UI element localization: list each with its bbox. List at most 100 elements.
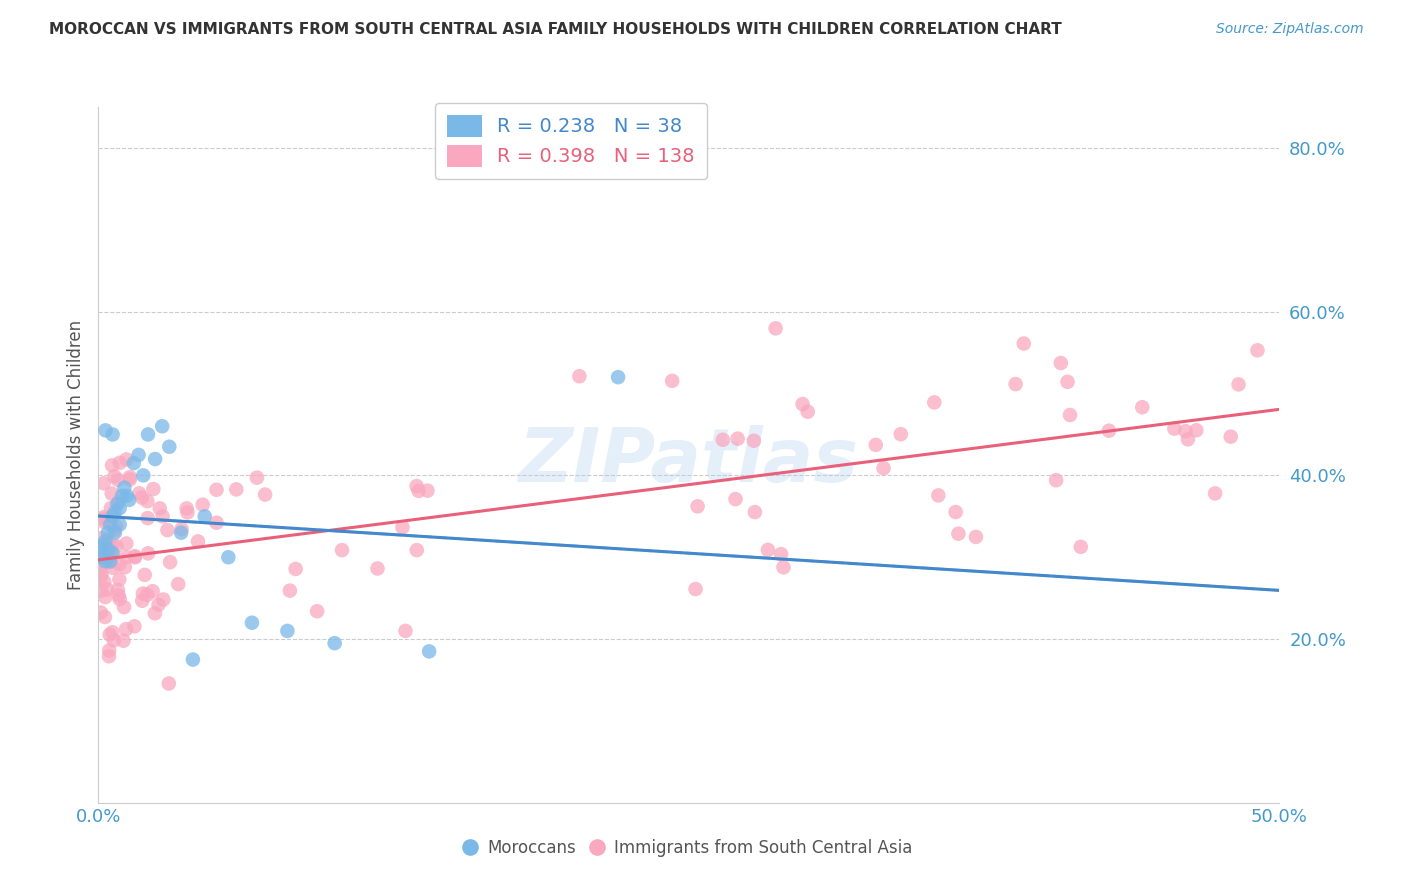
Point: [1163, 422, 1185, 436]
Point: [157, 676, 180, 690]
Text: Source: ZipAtlas.com: Source: ZipAtlas.com: [1216, 22, 1364, 37]
Point: [170, 522, 193, 536]
Point: [142, 482, 165, 496]
Point: [107, 495, 129, 509]
Point: [134, 567, 156, 582]
Point: [115, 550, 138, 565]
Point: [170, 525, 193, 540]
Point: [1049, 356, 1071, 370]
Point: [254, 487, 277, 501]
Point: [131, 491, 153, 505]
Point: [1185, 423, 1208, 437]
Point: [98, 627, 121, 641]
Point: [205, 483, 228, 497]
Point: [90, 583, 112, 598]
Point: [105, 539, 128, 553]
Point: [1012, 336, 1035, 351]
Point: [307, 604, 329, 618]
Point: [167, 577, 190, 591]
Point: [1004, 377, 1026, 392]
Point: [91, 553, 114, 567]
Point: [225, 483, 247, 497]
Point: [149, 501, 172, 516]
Point: [115, 622, 138, 636]
Point: [107, 582, 129, 597]
Point: [143, 452, 166, 467]
Point: [90, 549, 112, 563]
Text: MOROCCAN VS IMMIGRANTS FROM SOUTH CENTRAL ASIA FAMILY HOUSEHOLDS WITH CHILDREN C: MOROCCAN VS IMMIGRANTS FROM SOUTH CENTRA…: [49, 22, 1062, 37]
Point: [1174, 424, 1197, 438]
Point: [118, 472, 141, 486]
Point: [1130, 401, 1153, 415]
Point: [217, 550, 239, 565]
Point: [865, 438, 887, 452]
Point: [136, 511, 159, 525]
Point: [104, 524, 127, 538]
Point: [108, 573, 131, 587]
Point: [607, 370, 630, 384]
Point: [97, 555, 120, 569]
Point: [152, 592, 174, 607]
Point: [112, 633, 135, 648]
Point: [176, 505, 198, 519]
Point: [94, 554, 117, 568]
Point: [118, 492, 141, 507]
Point: [278, 583, 301, 598]
Point: [131, 594, 153, 608]
Point: [107, 473, 129, 487]
Point: [176, 501, 198, 516]
Point: [108, 501, 131, 516]
Point: [104, 505, 127, 519]
Point: [93, 476, 115, 491]
Point: [157, 440, 180, 454]
Point: [1227, 377, 1250, 392]
Point: [686, 500, 709, 514]
Point: [132, 586, 155, 600]
Point: [100, 555, 122, 569]
Point: [112, 481, 135, 495]
Point: [143, 607, 166, 621]
Point: [114, 560, 136, 574]
Point: [101, 509, 124, 524]
Point: [98, 643, 121, 657]
Point: [323, 636, 346, 650]
Point: [91, 550, 114, 565]
Point: [122, 456, 145, 470]
Point: [136, 494, 159, 508]
Point: [124, 619, 146, 633]
Point: [124, 549, 146, 563]
Point: [727, 432, 749, 446]
Point: [568, 369, 591, 384]
Point: [98, 554, 121, 568]
Point: [945, 505, 967, 519]
Point: [93, 574, 115, 589]
Point: [756, 542, 779, 557]
Point: [416, 483, 439, 498]
Point: [108, 517, 131, 532]
Point: [159, 555, 181, 569]
Point: [101, 458, 124, 473]
Point: [240, 615, 263, 630]
Point: [796, 405, 818, 419]
Point: [765, 321, 787, 335]
Point: [91, 538, 114, 552]
Point: [115, 536, 138, 550]
Point: [90, 606, 112, 620]
Point: [1059, 408, 1081, 422]
Point: [101, 538, 124, 552]
Point: [394, 624, 416, 638]
Point: [1045, 473, 1067, 487]
Point: [98, 649, 121, 664]
Point: [91, 512, 114, 526]
Point: [105, 497, 128, 511]
Point: [108, 558, 131, 572]
Point: [98, 517, 121, 532]
Point: [150, 419, 173, 434]
Point: [100, 501, 122, 516]
Point: [100, 486, 122, 500]
Point: [96, 582, 118, 597]
Point: [770, 547, 793, 561]
Point: [98, 541, 121, 555]
Point: [90, 560, 112, 574]
Point: [366, 561, 388, 575]
